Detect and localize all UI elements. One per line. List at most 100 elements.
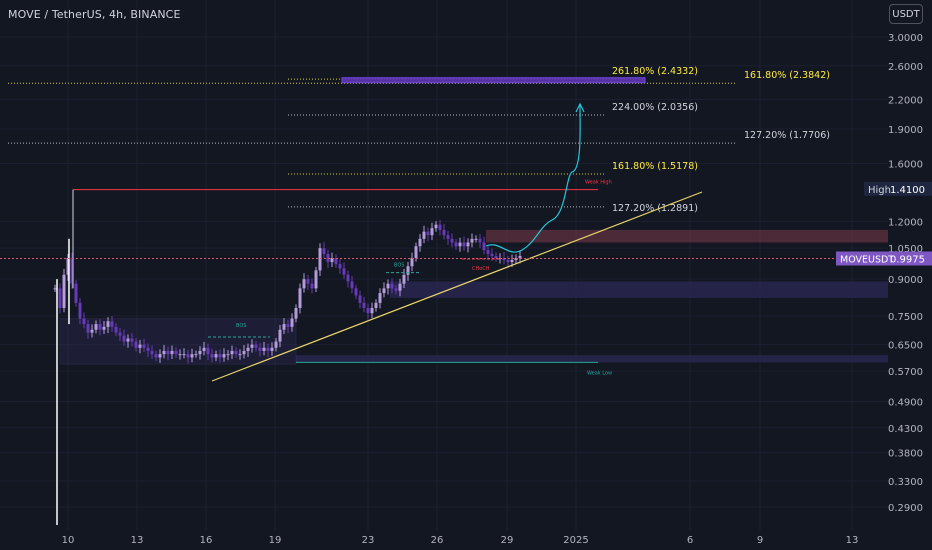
last-price-symbol: MOVEUSDT (840, 254, 894, 265)
projection-arrow (575, 102, 585, 113)
candle-body (134, 341, 138, 348)
candle-body (302, 279, 306, 289)
candle-body (422, 231, 426, 239)
candle-body (482, 242, 486, 251)
candle-body (454, 242, 458, 247)
candle-body (402, 274, 406, 284)
x-tick-label: 6 (687, 535, 693, 546)
candle-body (262, 347, 266, 351)
candle-body (386, 283, 390, 289)
candle-body (374, 302, 378, 308)
x-tick-label: 10 (62, 535, 75, 546)
candle-body (494, 255, 498, 258)
candle-body (150, 350, 154, 355)
candle-body (114, 326, 118, 333)
y-tick-label: 3.0000 (888, 33, 923, 44)
candle-body (290, 318, 294, 327)
candle-body (226, 354, 230, 356)
candle-body (430, 228, 434, 236)
high-tag-bg (864, 181, 932, 196)
candle-body (366, 307, 370, 314)
x-axis[interactable]: 10 13 16 19 23 26 29 2025 6 9 13 (62, 535, 859, 546)
weak-high-label: Weak High (585, 180, 612, 186)
x-tick-label: 26 (431, 535, 444, 546)
x-tick-label: 23 (362, 535, 375, 546)
candle-body (406, 266, 410, 275)
candle-body (462, 242, 466, 247)
trendline (211, 191, 703, 382)
y-tick-label: 1.2000 (888, 217, 923, 228)
y-tick-label: 0.2900 (888, 503, 923, 514)
candle-body (474, 238, 478, 240)
y-tick-label: 0.3800 (888, 449, 923, 460)
y-axis[interactable]: 3.0000 2.6000 2.2000 1.9000 1.6000 1.2000 1.05… (888, 33, 923, 514)
bos-label-2: BOS (394, 263, 404, 269)
candle-body (330, 257, 334, 263)
y-tick-label: 0.3300 (888, 477, 923, 488)
y-tick-label: 0.7500 (888, 312, 923, 323)
candle-body (410, 257, 414, 267)
candle-body (298, 288, 302, 308)
candle-body (98, 324, 102, 330)
candle-body (53, 288, 57, 290)
candle-body (130, 338, 134, 342)
y-tick-label: 1.9000 (888, 125, 923, 136)
candle-body (234, 350, 238, 355)
candle-body (182, 354, 186, 356)
y-tick-label: 1.0500 (888, 244, 923, 255)
choch-label: CHoCH (472, 266, 490, 272)
last-price-tag-bg (836, 251, 932, 266)
symbol-title[interactable]: MOVE / TetherUS, 4h, BINANCE (8, 8, 181, 21)
candle-body (166, 350, 170, 355)
candle-body (266, 347, 270, 351)
candle-body (518, 255, 522, 258)
candle-body (434, 224, 438, 229)
fib-label: 127.20% (1.2891) (612, 203, 698, 214)
candle-body (206, 347, 210, 355)
candle-body (126, 338, 130, 342)
weak-low-label: Weak Low (587, 370, 612, 376)
candle-body (242, 350, 246, 355)
y-tick-label: 0.6500 (888, 341, 923, 352)
currency-button[interactable]: USDT (889, 4, 923, 24)
candle-body (138, 344, 142, 348)
candle-body (514, 257, 518, 261)
x-tick-label: 29 (501, 535, 514, 546)
candle-body (466, 242, 470, 247)
candle-body (110, 321, 114, 327)
candle-body (450, 238, 454, 243)
candle-body (334, 257, 338, 265)
candle-body (210, 354, 214, 358)
x-tick-label: 13 (131, 535, 144, 546)
candle-body (398, 283, 402, 291)
candles (53, 219, 522, 525)
candle-body (154, 354, 158, 358)
candle-body (478, 238, 482, 243)
candle-body (346, 274, 350, 282)
y-tick-label: 2.2000 (888, 95, 923, 106)
candle-body (338, 264, 342, 269)
fib-label: 127.20% (1.7706) (744, 130, 830, 141)
candle-body (250, 344, 254, 348)
candle-body (118, 332, 122, 336)
fib-label: 224.00% (2.0356) (612, 102, 698, 113)
x-tick-label: 9 (757, 535, 763, 546)
candle-body (170, 350, 174, 355)
chart-grid (0, 0, 888, 530)
fib-levels: 261.80% (2.4332) 161.80% (2.3842) 224.00% … (8, 66, 830, 214)
candle-body (294, 307, 298, 319)
y-tick-label: 1.6000 (888, 159, 923, 170)
candle-body (370, 307, 374, 314)
fib-label: 161.80% (2.3842) (744, 70, 830, 81)
projection-path (485, 103, 581, 253)
candle-body (202, 347, 206, 351)
y-tick-label: 0.5700 (888, 367, 923, 378)
candle-body (74, 283, 78, 303)
candle-body (286, 324, 290, 327)
candle-body (78, 302, 82, 319)
candle-body (390, 283, 394, 289)
candle-body (490, 254, 494, 256)
candle-body (354, 288, 358, 296)
